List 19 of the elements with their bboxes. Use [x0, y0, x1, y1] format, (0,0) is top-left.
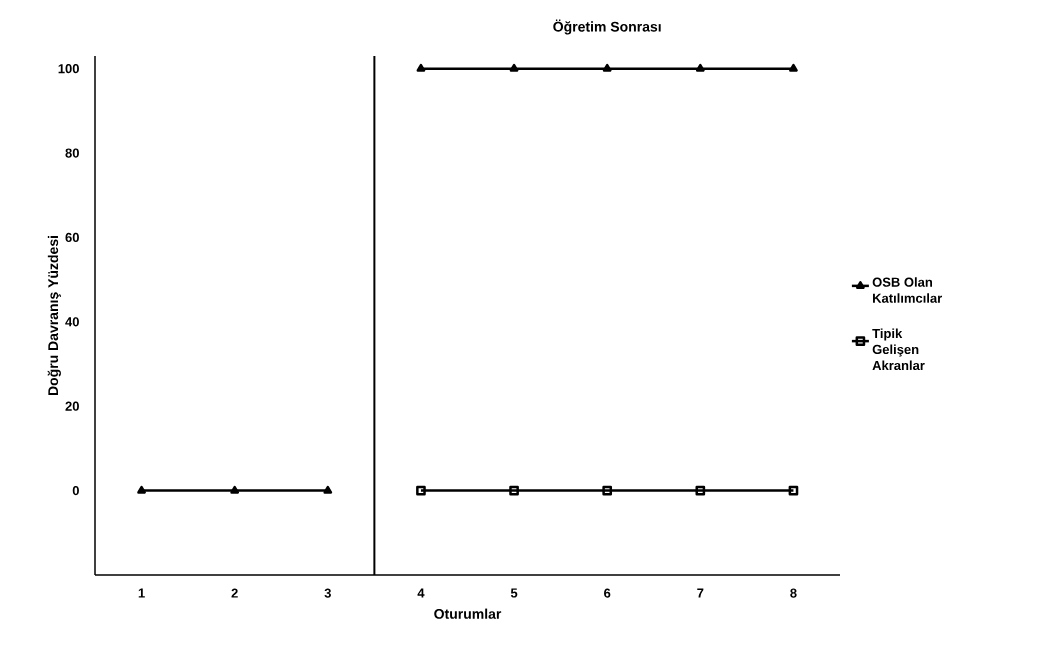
legend-label: OSB Olan Katılımcılar: [872, 277, 943, 303]
x-tick-label: 5: [510, 588, 518, 598]
y-axis-title: Doğru Davranış Yüzdesi: [47, 235, 61, 396]
y-tick-label: 100: [58, 64, 79, 74]
y-tick-label: 60: [65, 232, 79, 243]
x-tick-label: 2: [231, 588, 238, 598]
y-tick-label: 20: [65, 401, 79, 411]
x-axis-title: Oturumlar: [434, 608, 502, 619]
y-tick-label: 0: [72, 486, 79, 496]
x-tick-label: 1: [138, 588, 145, 598]
x-tick-label: 8: [790, 588, 797, 598]
chart-title: Öğretim Sonrası: [553, 19, 661, 35]
y-tick-label: 80: [65, 148, 79, 158]
y-tick-label: 40: [65, 317, 79, 327]
x-tick-label: 4: [417, 588, 425, 598]
x-tick-label: 6: [604, 588, 611, 598]
x-tick-label: 7: [697, 588, 704, 598]
legend-label: Tipik Gelişen Akranlar: [872, 328, 925, 371]
x-tick-label: 3: [324, 588, 331, 598]
